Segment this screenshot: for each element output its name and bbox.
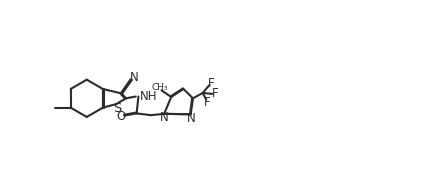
- Text: NH: NH: [140, 90, 158, 103]
- Text: O: O: [116, 109, 125, 123]
- Text: N: N: [130, 71, 138, 84]
- Text: S: S: [113, 102, 121, 115]
- Text: F: F: [208, 77, 214, 90]
- Text: CH₃: CH₃: [151, 83, 168, 92]
- Text: N: N: [187, 112, 196, 125]
- Text: F: F: [204, 96, 211, 109]
- Text: N: N: [160, 111, 168, 124]
- Text: F: F: [212, 87, 219, 100]
